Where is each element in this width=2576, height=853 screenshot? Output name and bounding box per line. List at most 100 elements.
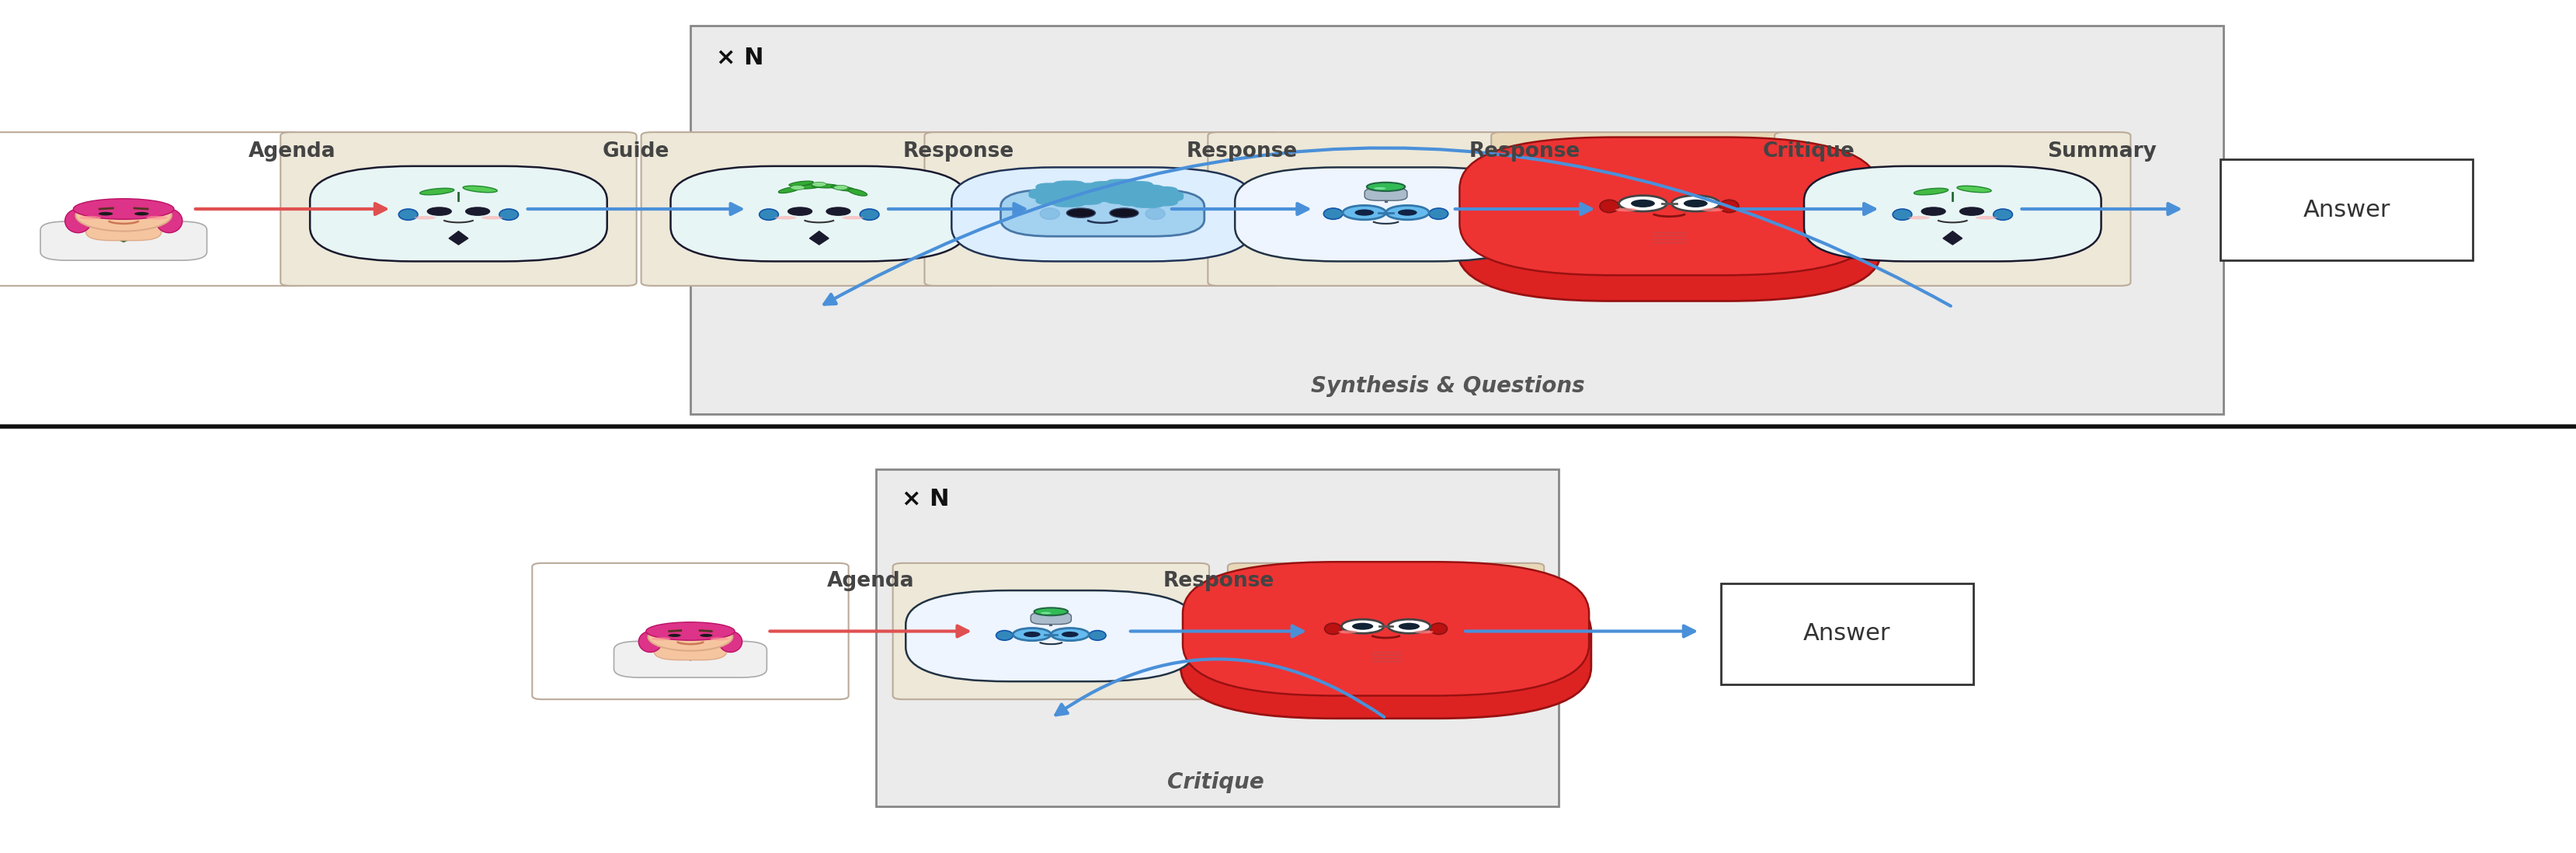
Ellipse shape — [811, 184, 837, 188]
FancyBboxPatch shape — [1036, 194, 1069, 205]
FancyBboxPatch shape — [641, 132, 997, 286]
Circle shape — [1386, 206, 1430, 220]
Polygon shape — [809, 231, 829, 245]
FancyBboxPatch shape — [1458, 158, 1880, 301]
FancyBboxPatch shape — [1131, 184, 1164, 195]
FancyBboxPatch shape — [1028, 189, 1061, 200]
Ellipse shape — [482, 216, 502, 219]
Polygon shape — [680, 651, 701, 660]
FancyBboxPatch shape — [1461, 137, 1878, 276]
FancyBboxPatch shape — [1025, 222, 1180, 261]
Circle shape — [1108, 187, 1136, 196]
Ellipse shape — [1368, 183, 1404, 191]
FancyBboxPatch shape — [1492, 132, 1847, 286]
FancyBboxPatch shape — [742, 222, 896, 261]
Circle shape — [1618, 195, 1667, 212]
Circle shape — [1399, 623, 1419, 630]
Circle shape — [1012, 628, 1051, 641]
Polygon shape — [448, 231, 469, 245]
FancyBboxPatch shape — [999, 189, 1206, 236]
FancyBboxPatch shape — [1105, 179, 1139, 190]
Ellipse shape — [64, 209, 90, 233]
Circle shape — [1110, 208, 1139, 218]
Ellipse shape — [701, 634, 714, 637]
Circle shape — [788, 207, 811, 215]
Ellipse shape — [1373, 187, 1386, 189]
Ellipse shape — [1721, 200, 1739, 212]
Ellipse shape — [1041, 208, 1059, 219]
Circle shape — [1051, 628, 1090, 641]
FancyBboxPatch shape — [1337, 640, 1435, 675]
FancyBboxPatch shape — [1069, 194, 1103, 205]
Text: Critique: Critique — [1762, 142, 1855, 162]
FancyBboxPatch shape — [1234, 167, 1538, 261]
Circle shape — [811, 182, 827, 187]
FancyBboxPatch shape — [1131, 197, 1164, 208]
Ellipse shape — [652, 637, 670, 641]
FancyBboxPatch shape — [1105, 194, 1139, 204]
FancyBboxPatch shape — [309, 166, 608, 261]
Text: Guide: Guide — [603, 142, 670, 162]
FancyBboxPatch shape — [690, 26, 2223, 414]
FancyBboxPatch shape — [1309, 222, 1463, 261]
FancyBboxPatch shape — [981, 641, 1121, 678]
Ellipse shape — [1324, 208, 1342, 219]
Circle shape — [1355, 209, 1373, 216]
FancyBboxPatch shape — [1618, 220, 1721, 258]
Circle shape — [1388, 619, 1430, 633]
FancyBboxPatch shape — [1208, 132, 1564, 286]
Ellipse shape — [1893, 209, 1911, 220]
Polygon shape — [1942, 231, 1963, 245]
FancyBboxPatch shape — [894, 563, 1208, 699]
Ellipse shape — [1340, 630, 1358, 634]
Polygon shape — [443, 229, 474, 239]
Circle shape — [1922, 207, 1945, 215]
Ellipse shape — [72, 199, 175, 219]
Text: Response: Response — [1185, 142, 1298, 162]
Ellipse shape — [1414, 630, 1432, 634]
Text: Synthesis & Questions: Synthesis & Questions — [1311, 374, 1584, 397]
FancyBboxPatch shape — [1118, 186, 1151, 197]
FancyBboxPatch shape — [1151, 191, 1185, 202]
Text: Summary: Summary — [2048, 142, 2156, 162]
Ellipse shape — [842, 216, 863, 219]
Ellipse shape — [778, 187, 801, 193]
FancyBboxPatch shape — [1721, 583, 1973, 684]
Ellipse shape — [464, 186, 497, 193]
Circle shape — [649, 623, 732, 651]
FancyBboxPatch shape — [1069, 235, 1136, 252]
Circle shape — [1023, 631, 1041, 637]
Ellipse shape — [1090, 630, 1105, 641]
Ellipse shape — [420, 189, 453, 194]
FancyBboxPatch shape — [1365, 188, 1406, 200]
Text: Response: Response — [902, 142, 1015, 162]
Circle shape — [1342, 619, 1383, 633]
Ellipse shape — [1033, 608, 1069, 616]
Ellipse shape — [1914, 189, 1947, 194]
FancyBboxPatch shape — [654, 636, 726, 660]
Ellipse shape — [848, 189, 868, 196]
Circle shape — [1066, 208, 1095, 218]
Ellipse shape — [832, 186, 855, 191]
Ellipse shape — [1146, 208, 1164, 219]
Ellipse shape — [711, 637, 729, 641]
Circle shape — [1631, 200, 1654, 207]
Circle shape — [1672, 195, 1721, 212]
FancyBboxPatch shape — [1126, 186, 1159, 197]
FancyBboxPatch shape — [1121, 191, 1154, 202]
FancyBboxPatch shape — [2221, 160, 2473, 260]
Ellipse shape — [98, 212, 113, 216]
Ellipse shape — [1600, 200, 1618, 212]
Text: Agenda: Agenda — [250, 142, 335, 162]
Ellipse shape — [1430, 208, 1448, 219]
Ellipse shape — [760, 209, 778, 220]
Circle shape — [835, 185, 848, 190]
Ellipse shape — [1430, 624, 1448, 635]
Ellipse shape — [80, 216, 100, 219]
Text: Answer: Answer — [1803, 623, 1891, 645]
FancyBboxPatch shape — [0, 132, 301, 286]
Ellipse shape — [1615, 208, 1636, 212]
Ellipse shape — [1703, 208, 1723, 212]
FancyBboxPatch shape — [1775, 132, 2130, 286]
Text: × N: × N — [902, 488, 951, 510]
